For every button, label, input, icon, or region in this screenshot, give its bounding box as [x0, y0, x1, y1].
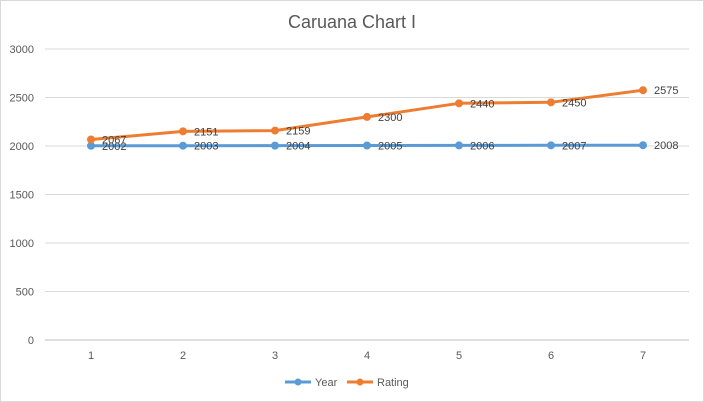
data-point-year	[179, 141, 187, 150]
y-tick-label: 1000	[10, 238, 34, 250]
data-point-year	[547, 141, 555, 150]
data-label-year: 2003	[194, 141, 218, 153]
x-tick-label: 6	[548, 350, 554, 362]
legend-swatch-marker	[356, 378, 364, 386]
legend-item-rating: Rating	[347, 377, 409, 389]
y-tick-label: 1500	[10, 190, 34, 202]
data-point-rating	[455, 99, 463, 108]
data-point-rating	[271, 126, 279, 135]
x-tick-label: 2	[180, 350, 186, 362]
data-label-rating: 2575	[654, 85, 678, 97]
data-label-year: 2004	[286, 141, 310, 153]
axes: 0 500 1000 1500 2000 2500 3000 1 2 3 4 5 6 7	[10, 44, 647, 362]
legend-label: Year	[315, 377, 338, 389]
data-label-rating: 2440	[470, 98, 494, 110]
x-tick-label: 4	[364, 350, 370, 362]
data-point-rating	[179, 127, 187, 136]
x-tick-label: 5	[456, 350, 462, 362]
legend-label: Rating	[377, 377, 409, 389]
data-label-rating: 2300	[378, 112, 402, 124]
legend-item-year: Year	[285, 377, 338, 389]
data-point-rating	[639, 86, 647, 95]
legend-swatch-marker	[294, 378, 302, 386]
data-label-rating: 2159	[286, 126, 310, 138]
data-label-rating: 2450	[562, 97, 586, 109]
y-tick-label: 2500	[10, 93, 34, 105]
y-tick-label: 2000	[10, 141, 34, 153]
chart-title: Caruana Chart I	[288, 12, 416, 32]
data-point-rating	[87, 135, 95, 144]
data-label-year: 2008	[654, 140, 678, 152]
legend: Year Rating	[285, 377, 409, 389]
series-group	[87, 86, 647, 150]
x-tick-label: 3	[272, 350, 278, 362]
y-tick-label: 500	[16, 287, 34, 299]
data-point-year	[639, 141, 647, 150]
x-tick-label: 7	[640, 350, 646, 362]
y-tick-label: 3000	[10, 44, 34, 56]
data-label-year: 2002	[102, 141, 126, 153]
y-tick-label: 0	[28, 335, 34, 347]
data-label-year: 2007	[562, 140, 586, 152]
data-label-year: 2006	[470, 140, 494, 152]
data-point-year	[271, 141, 279, 150]
data-point-year	[363, 141, 371, 150]
data-point-year	[455, 141, 463, 150]
data-label-rating: 2067	[102, 135, 126, 147]
data-labels: 2002 2003 2004 2005 2006 2007 2008 2067 2151 2159…	[102, 85, 678, 153]
data-point-rating	[363, 112, 371, 121]
x-tick-label: 1	[88, 350, 94, 362]
data-point-rating	[547, 98, 555, 107]
data-label-year: 2005	[378, 141, 402, 153]
data-label-rating: 2151	[194, 126, 218, 138]
